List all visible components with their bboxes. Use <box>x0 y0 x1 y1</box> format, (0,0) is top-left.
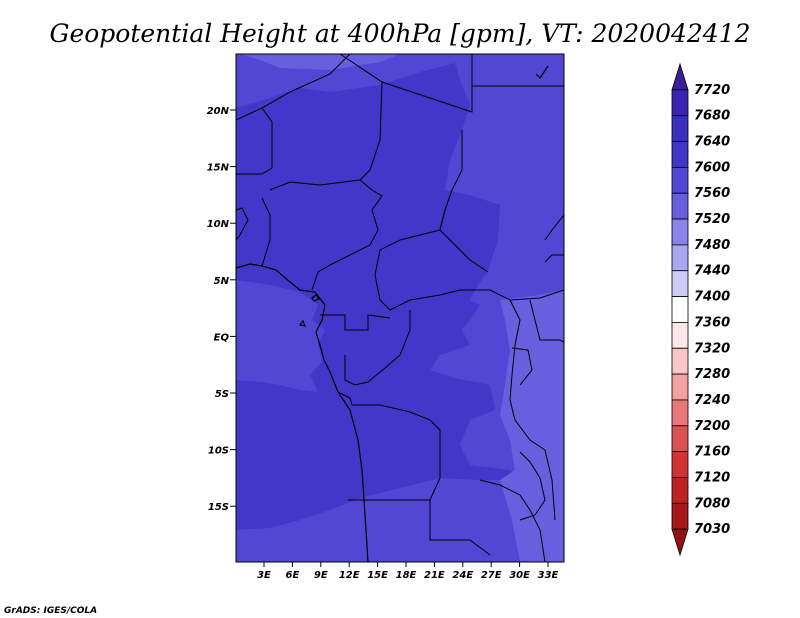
lon-tick-label: 21E <box>424 570 445 581</box>
lat-tick-label: 5N <box>214 276 230 287</box>
colorbar-swatch <box>671 322 689 349</box>
colorbar-label: 7560 <box>694 186 730 201</box>
colorbar-label: 7720 <box>694 83 730 98</box>
colorbar-swatch <box>671 373 689 401</box>
chart-title: Geopotential Height at 400hPa [gpm], VT:… <box>49 19 750 48</box>
map-panel <box>236 54 564 562</box>
colorbar-swatch <box>671 451 689 478</box>
colorbar-label: 7600 <box>694 160 730 175</box>
longitude-axis: 3E 6E 9E 12E 15E 18E 21E 24E 27E 30E 33E <box>257 562 559 581</box>
colorbar-swatch <box>671 399 689 427</box>
lon-tick-label: 24E <box>452 570 473 581</box>
colorbar-swatch <box>671 528 689 557</box>
colorbar-label: 7280 <box>694 367 730 382</box>
lon-tick-label: 3E <box>257 570 271 581</box>
lat-tick-label: 10N <box>207 219 230 230</box>
colorbar-swatch <box>671 62 689 91</box>
colorbar-swatch <box>671 296 689 323</box>
lat-tick-label: 20N <box>207 106 230 117</box>
colorbar-swatch <box>671 166 689 194</box>
colorbar-label: 7120 <box>694 470 730 485</box>
colorbar-swatch <box>671 141 689 168</box>
colorbar-label: 7480 <box>694 238 730 253</box>
colorbar-label: 7200 <box>694 419 730 434</box>
colorbar-swatch <box>671 89 689 117</box>
height-contour-7560-east <box>236 62 564 562</box>
colorbar-swatch <box>671 244 689 272</box>
lon-tick-label: 30E <box>509 570 530 581</box>
colorbar-label: 7240 <box>694 393 730 408</box>
lon-tick-label: 12E <box>339 570 360 581</box>
latitude-axis: 20N 15N 10N 5N EQ 5S 10S 15S <box>207 106 236 513</box>
height-contour-7520-east <box>500 290 564 562</box>
lon-tick-label: 9E <box>314 570 328 581</box>
country-borders <box>236 54 564 562</box>
lat-tick-label: 5S <box>215 389 229 400</box>
colorbar-label: 7680 <box>694 109 730 124</box>
colorbar-label: 7440 <box>694 264 730 279</box>
lon-tick-label: 6E <box>286 570 300 581</box>
lat-tick-label: 15S <box>208 502 229 513</box>
colorbar-swatch <box>671 192 689 220</box>
colorbar-swatch <box>671 477 689 504</box>
colorbar-swatch <box>671 218 689 246</box>
lon-tick-label: 33E <box>538 570 559 581</box>
lat-tick-label: 15N <box>207 163 230 174</box>
lat-tick-label: EQ <box>214 332 230 343</box>
colorbar-swatch <box>671 425 689 453</box>
lat-tick-label: 10S <box>208 446 229 457</box>
colorbar-swatch <box>671 347 689 375</box>
map-frame <box>235 53 565 563</box>
colorbar-label: 7400 <box>694 290 730 305</box>
colorbar-swatch <box>671 115 689 142</box>
lon-tick-label: 15E <box>367 570 388 581</box>
grads-credit: GrADS: IGES/COLA <box>4 606 97 616</box>
lon-tick-label: 27E <box>481 570 502 581</box>
colorbar-label: 7030 <box>694 522 730 537</box>
colorbar-label: 7080 <box>694 496 730 511</box>
colorbar-swatch <box>671 502 689 530</box>
lon-tick-label: 18E <box>396 570 417 581</box>
colorbar-label: 7360 <box>694 315 730 330</box>
height-contour-7520-north <box>240 54 400 70</box>
colorbar-label: 7320 <box>694 341 730 356</box>
colorbar-swatch <box>671 270 689 297</box>
colorbar-label: 7520 <box>694 212 730 227</box>
colorbar: 7720 7680 7640 7600 7560 7520 7480 7440 7400 7360… <box>671 62 730 557</box>
colorbar-label: 7640 <box>694 135 730 150</box>
height-contour-7560-west <box>236 280 325 392</box>
colorbar-label: 7160 <box>694 445 730 460</box>
coastline <box>236 65 549 562</box>
